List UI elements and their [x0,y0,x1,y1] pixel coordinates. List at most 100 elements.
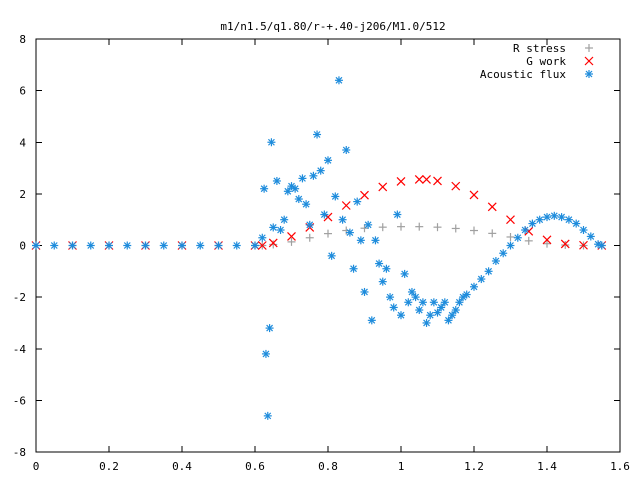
series-1-point-d2 [524,226,534,236]
series-2-point-d2 [499,249,507,257]
series-2-point [470,282,478,291]
series-layer [31,76,607,420]
series-2-point [462,290,471,299]
series-2-point [378,277,387,286]
series-2-point [491,256,500,265]
series-2-point [141,241,150,250]
series-2-point-d2 [258,234,266,242]
series-2-point-d2 [528,220,536,227]
series-2-point-d2 [273,177,281,185]
series-2-point [422,318,431,327]
series-0-point [360,224,369,233]
series-1-point-d2 [268,238,278,248]
series-2-point-d2 [419,298,427,306]
series-2-point [331,192,340,201]
series-2-point [415,306,424,315]
series-2-point-d2 [302,200,310,208]
series-2-point [455,298,464,307]
series-1-point [579,240,588,250]
series-1-point-d2 [323,212,333,222]
x-tick-label: 1.2 [464,460,484,473]
series-2-point-d2 [550,212,558,220]
series-2-point [367,316,376,325]
series-1-point-d2 [542,235,552,245]
series-1-point [469,190,479,200]
series-2-point-d2 [331,193,339,200]
x-tick-label: 0.4 [172,460,192,473]
legend-marker-1-d2 [584,56,594,66]
series-1-point-d2 [287,232,296,241]
series-1-point [396,177,406,186]
series-2-point [397,311,405,320]
series-1-point [542,235,552,245]
series-2-point [440,298,449,307]
x-tick-label: 0.6 [245,460,265,473]
series-2-point [298,174,307,183]
series-0-point [506,232,515,241]
y-tick-label: 0 [19,240,26,253]
series-2-point [261,349,270,358]
series-2-point [316,166,325,175]
series-1-point [451,181,461,191]
series-2-point [418,298,427,307]
series-2-point-d2 [507,242,514,249]
series-2-point [86,241,95,250]
series-2-point-d2 [260,185,268,193]
series-2-point [345,228,354,237]
series-2-point [579,226,588,235]
series-2-point [280,215,289,224]
series-2-point [400,269,409,278]
legend-markers [584,44,594,78]
series-2-point-d2 [558,213,566,221]
series-2-point-d2 [196,242,204,249]
series-2-point-d2 [415,306,423,314]
series-2-point [32,241,40,250]
series-2-point-d2 [178,242,186,249]
y-tick-label: 2 [19,188,26,201]
series-2-point [283,187,292,196]
series-2-point-d2 [339,216,347,224]
legend-label-r-stress: R stress [513,42,566,55]
series-2-point-d2 [580,226,587,234]
y-tick-label: 6 [19,85,26,98]
series-2-point-d2 [470,283,478,291]
x-tick-label: 1.6 [610,460,630,473]
series-0-point [451,224,460,233]
series-2-point-d2 [390,304,398,311]
series-2-point-d2 [477,275,485,283]
series-2-point-d2 [408,288,416,296]
y-tick-label: -6 [13,394,26,407]
series-2-point [426,311,435,320]
series-2-point [594,240,603,249]
series-2-point [263,411,272,420]
y-tick-label: 8 [19,33,26,46]
series-2-point-d2 [269,224,277,231]
series-2-point [360,287,369,296]
series-2-point-d2 [382,265,390,273]
series-2-point-d2 [463,291,471,298]
series-2-point-d2 [514,234,522,242]
series-2-point [433,308,442,317]
series-2-point [123,241,132,250]
series-2-point [338,215,347,224]
series-2-point-d2 [328,252,336,260]
series-2-point-d2 [280,216,288,224]
series-2-point [260,184,269,193]
series-1-point-d2 [560,239,570,249]
series-2-point [251,241,259,250]
series-2-point [429,298,438,307]
series-2-point [294,195,303,204]
series-2-point-d2 [105,242,113,249]
series-1-point-d2 [341,201,351,210]
series-2-point-d2 [441,298,449,306]
series-2-point [291,184,300,193]
series-2-point [543,213,551,222]
series-0-point [524,236,533,245]
series-2-point [375,259,384,268]
series-2-point-d2 [324,156,332,164]
series-0-point [378,223,387,232]
series-2-point [334,76,343,85]
series-0-point [287,237,296,246]
series-2-point [50,241,59,250]
series-2-point-d2 [372,236,379,244]
